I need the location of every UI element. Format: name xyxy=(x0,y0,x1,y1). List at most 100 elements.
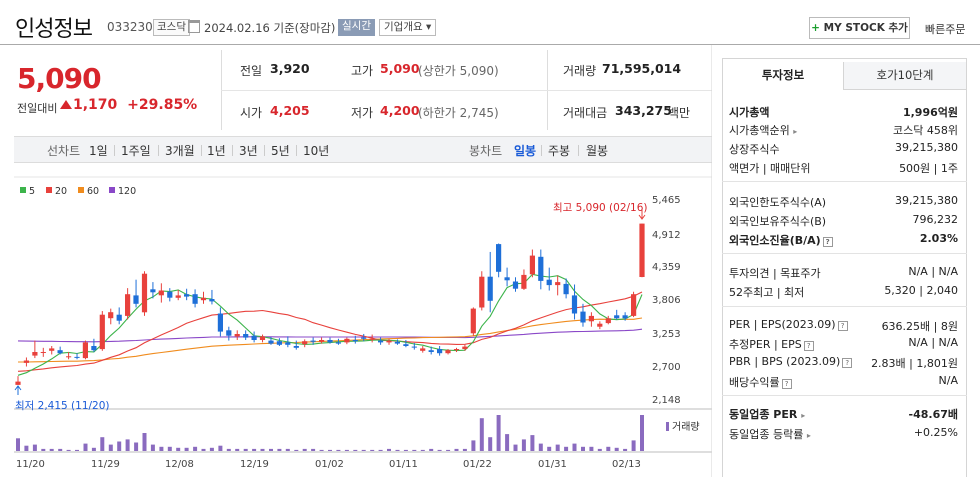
candle xyxy=(310,340,316,342)
volume-bar xyxy=(429,448,434,451)
tab-weekly[interactable]: 주봉 xyxy=(548,144,571,158)
current-price: 5,090 xyxy=(17,62,102,95)
info-icon: ? xyxy=(822,237,833,247)
candle xyxy=(386,340,392,343)
tab-3y[interactable]: 3년 xyxy=(239,144,258,158)
tab-1y[interactable]: 1년 xyxy=(207,144,226,158)
volume-bar xyxy=(336,449,341,451)
volume-bar xyxy=(555,444,560,451)
upper-limit: (상한가 5,090) xyxy=(418,64,499,78)
amount-unit: 백만 xyxy=(668,106,691,120)
volume-bar xyxy=(538,443,543,451)
tab-invest-info[interactable]: 투자정보 xyxy=(723,62,844,90)
legend-ma60: 60 xyxy=(78,186,99,197)
realtime-button[interactable]: 실시간 xyxy=(338,19,375,36)
divider xyxy=(114,145,115,156)
volume-bar xyxy=(420,449,425,451)
prev-close-value: 3,920 xyxy=(270,61,310,76)
candle xyxy=(352,340,358,342)
mystock-add-button[interactable]: + MY STOCK 추가 xyxy=(809,17,910,39)
info-label: 추정PER | EPS? xyxy=(729,336,814,352)
up-triangle-icon xyxy=(60,100,72,109)
price-chart[interactable] xyxy=(0,0,712,477)
tab-3m[interactable]: 3개월 xyxy=(165,144,195,158)
volume-bar xyxy=(311,448,316,451)
divider xyxy=(264,145,265,156)
volume-bar xyxy=(108,444,113,451)
amount-label: 거래대금 xyxy=(563,106,608,120)
candle xyxy=(243,334,249,338)
volume-label: 거래량 xyxy=(563,64,597,78)
volume-bar xyxy=(176,447,181,451)
high-arrow-icon xyxy=(638,214,646,220)
candle xyxy=(57,350,63,354)
volume-bar xyxy=(83,443,88,451)
candle xyxy=(631,294,637,316)
candle xyxy=(588,315,594,322)
volume-swatch-icon xyxy=(666,422,669,431)
volume-bar xyxy=(159,446,164,451)
volume-bar xyxy=(218,445,223,451)
volume-bar xyxy=(32,444,37,451)
lower-limit: (하한가 2,745) xyxy=(418,106,499,120)
info-label: 외국인보유주식수(B) xyxy=(729,215,827,228)
volume-bar xyxy=(252,448,257,451)
info-label-link[interactable]: 동일업종 등락률 ▸ xyxy=(729,428,811,441)
volume-bar xyxy=(209,447,214,451)
candle xyxy=(108,312,114,319)
y-tick: 4,912 xyxy=(652,230,681,241)
tab-10y[interactable]: 10년 xyxy=(303,144,330,158)
candle xyxy=(184,294,190,297)
candle xyxy=(361,337,367,339)
candle xyxy=(445,350,451,354)
tab-daily[interactable]: 일봉 xyxy=(514,144,537,158)
market-tag: 코스닥 xyxy=(153,19,190,36)
info-label: PBR | BPS (2023.09)? xyxy=(729,355,853,368)
candle xyxy=(293,346,299,348)
info-value: N/A | N/A xyxy=(908,336,958,349)
info-label-link[interactable]: 동일업종 PER ▸ xyxy=(729,408,806,421)
tab-5y[interactable]: 5년 xyxy=(271,144,290,158)
info-label: 액면가 | 매매단위 xyxy=(729,162,811,175)
mystock-label: MY STOCK 추가 xyxy=(823,22,908,34)
tab-orderbook[interactable]: 호가10단계 xyxy=(844,62,966,90)
x-tick: 12/08 xyxy=(165,459,194,470)
volume-bar xyxy=(260,448,265,451)
tab-monthly[interactable]: 월봉 xyxy=(586,144,609,158)
candle xyxy=(344,338,350,343)
volume-bar xyxy=(302,448,307,451)
tab-1d[interactable]: 1일 xyxy=(89,144,108,158)
candle xyxy=(538,256,544,281)
volume-bar xyxy=(521,439,526,451)
base-date: 2024.02.16 기준(장마감) xyxy=(204,21,336,35)
low-arrow-icon xyxy=(14,385,22,391)
x-tick: 01/31 xyxy=(538,459,567,470)
x-tick: 01/02 xyxy=(315,459,344,470)
x-tick: 01/22 xyxy=(463,459,492,470)
candle xyxy=(49,348,55,351)
candle xyxy=(259,336,266,340)
tab-1w[interactable]: 1주일 xyxy=(121,144,151,158)
volume-bar xyxy=(479,418,484,451)
candle xyxy=(192,294,198,304)
volume-bar xyxy=(623,448,628,451)
volume-bar xyxy=(454,448,459,451)
company-info-dropdown[interactable]: 기업개요 ▾ xyxy=(379,19,437,36)
volume-bar xyxy=(269,448,273,451)
period-tab-bar xyxy=(14,136,712,163)
volume-bar xyxy=(547,446,552,451)
volume-bar xyxy=(75,449,79,451)
divider xyxy=(201,145,202,156)
volume-bar xyxy=(142,433,147,451)
candle xyxy=(217,313,223,332)
volume-bar xyxy=(505,434,510,451)
chevron-right-icon: ▸ xyxy=(806,431,811,440)
candle xyxy=(597,323,603,327)
info-label-link[interactable]: 시가총액순위 ▸ xyxy=(729,124,798,137)
info-icon: ? xyxy=(803,341,814,351)
candle xyxy=(335,342,341,344)
quick-order-link[interactable]: 빠른주문 xyxy=(925,23,966,36)
y-tick: 5,465 xyxy=(652,195,681,206)
candle xyxy=(504,277,510,281)
divider xyxy=(221,90,712,91)
